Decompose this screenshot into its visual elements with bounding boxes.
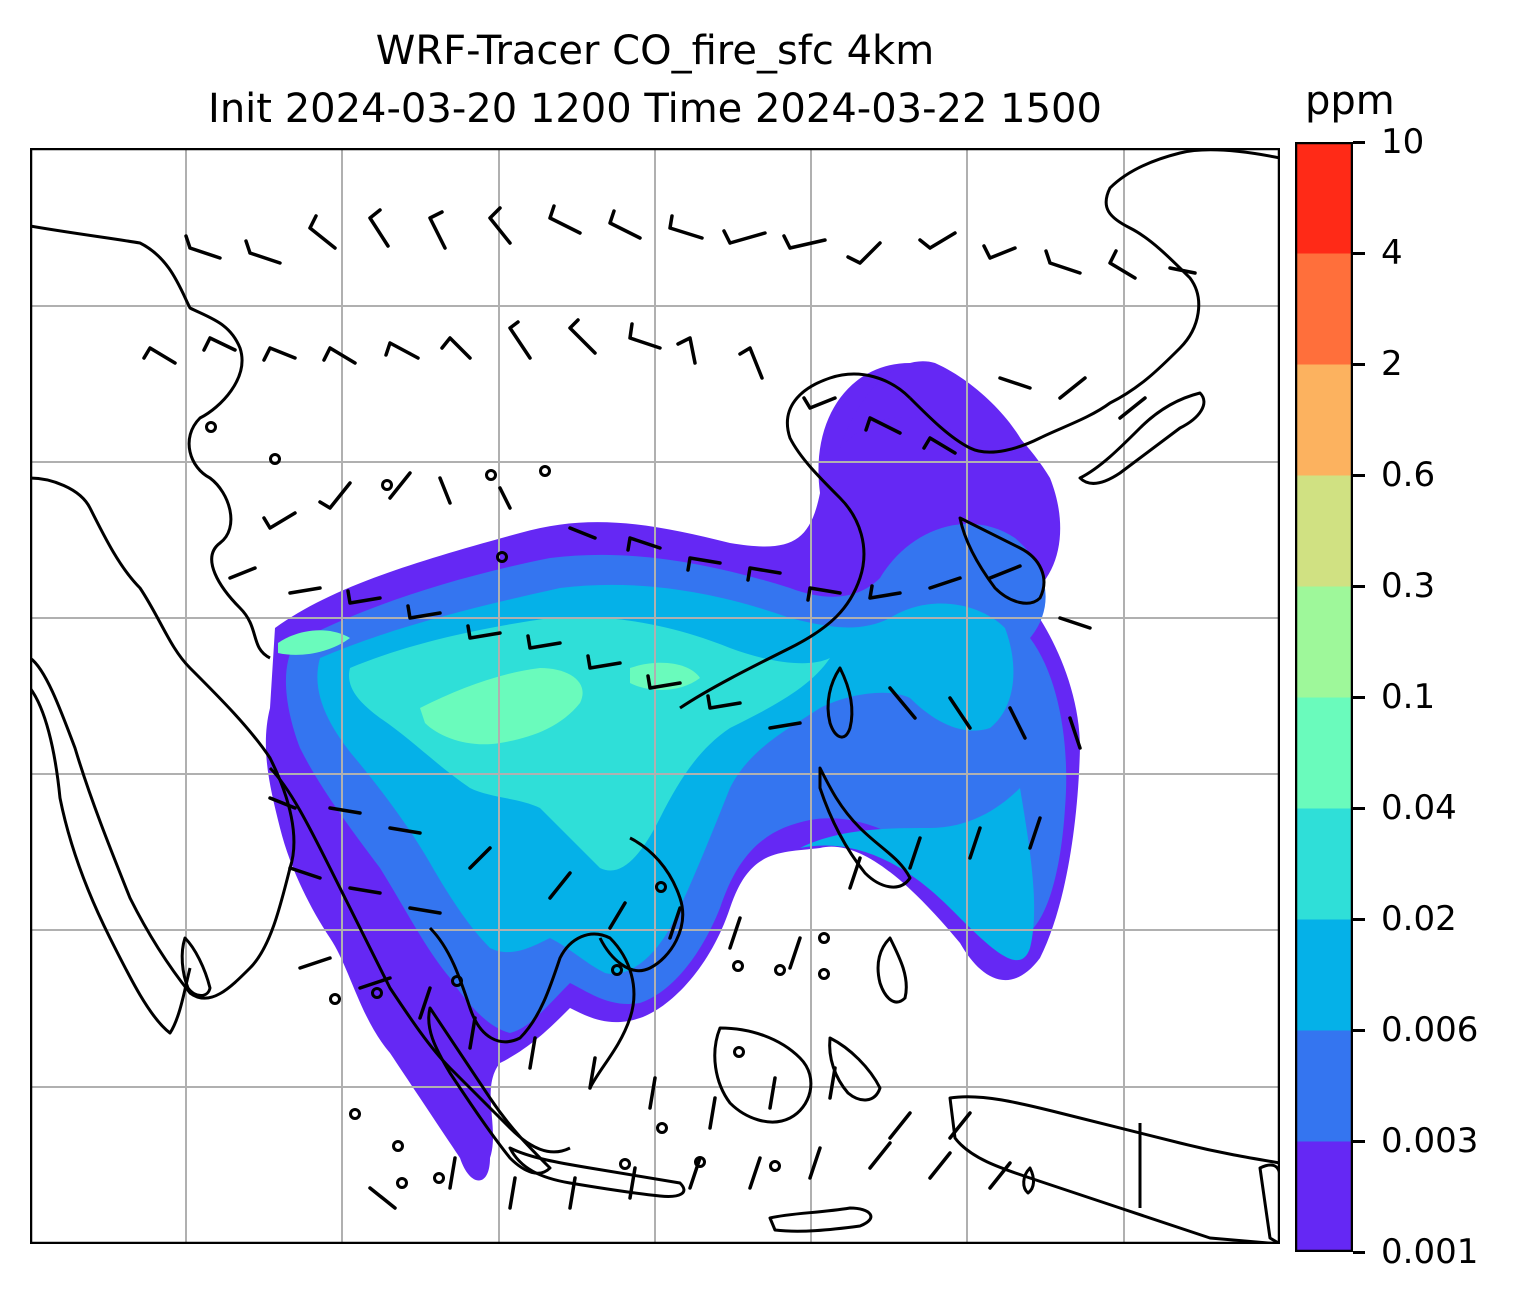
colorbar-tick-label: 0.04 — [1381, 788, 1457, 828]
colorbar-tick-label: 2 — [1381, 344, 1403, 384]
colorbar-tick-label: 0.006 — [1381, 1010, 1479, 1050]
colorbar-tick-label: 0.6 — [1381, 455, 1436, 495]
colorbar-tick-label: 0.1 — [1381, 677, 1436, 717]
colorbar-tick-mark — [1353, 1250, 1365, 1254]
colorbar-band — [1295, 697, 1353, 809]
colorbar-tick-label: 10 — [1381, 122, 1425, 162]
colorbar-tick-label: 4 — [1381, 233, 1403, 273]
chart-title-line1: WRF-Tracer CO_fire_sfc 4km — [375, 28, 935, 74]
colorbar-band — [1295, 1141, 1353, 1253]
colorbar-band — [1295, 364, 1353, 476]
colorbar-tick-mark — [1353, 1139, 1365, 1143]
map-panel — [30, 148, 1280, 1244]
colorbar-band — [1295, 1030, 1353, 1142]
colorbar-tick-mark — [1353, 473, 1365, 477]
colorbar-tick-mark — [1353, 140, 1365, 144]
colorbar-tick-mark — [1353, 806, 1365, 810]
colorbar-tick-mark — [1353, 251, 1365, 255]
colorbar-tick-mark — [1353, 695, 1365, 699]
wind-barbs — [142, 204, 1197, 1210]
colorbar — [1294, 141, 1354, 1253]
colorbar-unit-label: ppm — [1305, 78, 1395, 124]
colorbar-tick-label: 0.003 — [1381, 1121, 1479, 1161]
colorbar-tick-mark — [1353, 1028, 1365, 1032]
colorbar-tick-mark — [1353, 917, 1365, 921]
tracer-plume — [265, 361, 1080, 1181]
colorbar-tick-mark — [1353, 362, 1365, 366]
colorbar-tick-label: 0.02 — [1381, 899, 1457, 939]
colorbar-band — [1295, 253, 1353, 365]
colorbar-band — [1295, 919, 1353, 1031]
colorbar-band — [1295, 808, 1353, 920]
colorbar-tick-mark — [1353, 584, 1365, 588]
chart-title-line2: Init 2024-03-20 1200 Time 2024-03-22 150… — [208, 86, 1102, 132]
colorbar-tick-label: 0.001 — [1381, 1232, 1479, 1272]
coastlines — [30, 148, 1280, 1244]
colorbar-band — [1295, 586, 1353, 698]
calm-wind-circles — [205, 421, 830, 1189]
colorbar-tick-label: 0.3 — [1381, 566, 1436, 606]
colorbar-band — [1295, 475, 1353, 587]
colorbar-band — [1295, 142, 1353, 254]
